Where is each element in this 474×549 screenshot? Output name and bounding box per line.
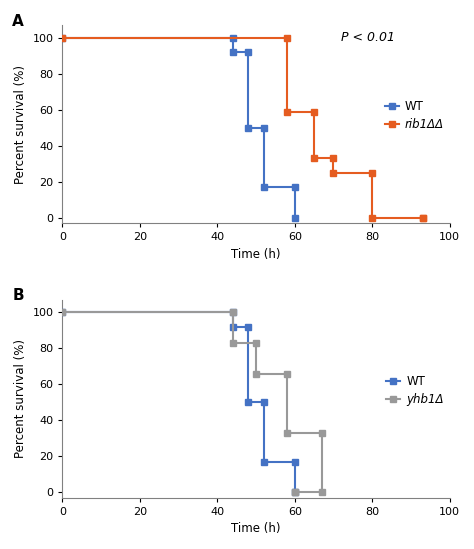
X-axis label: Time (h): Time (h) — [231, 522, 281, 535]
Y-axis label: Percent survival (%): Percent survival (%) — [14, 339, 27, 458]
Text: B: B — [12, 288, 24, 303]
Legend: WT, rib1ΔΔ: WT, rib1ΔΔ — [384, 100, 444, 131]
X-axis label: Time (h): Time (h) — [231, 248, 281, 261]
Y-axis label: Percent survival (%): Percent survival (%) — [14, 65, 27, 184]
Text: A: A — [12, 14, 24, 29]
Text: P < 0.01: P < 0.01 — [341, 31, 395, 44]
Legend: WT, yhb1Δ: WT, yhb1Δ — [386, 375, 444, 406]
